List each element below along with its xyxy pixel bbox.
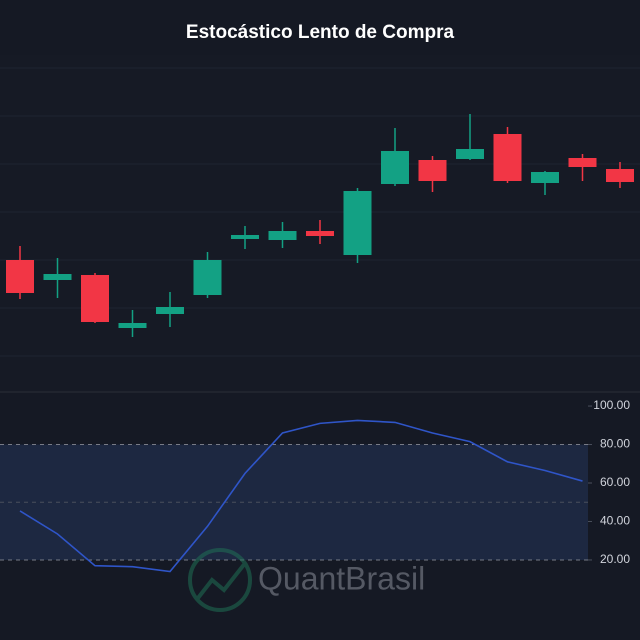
candle-body	[268, 231, 297, 240]
candle-body	[531, 172, 559, 183]
candle-body	[156, 307, 184, 314]
candle-body	[418, 160, 447, 181]
candle-body	[231, 235, 259, 239]
y-tick-label: 20.00	[600, 552, 630, 566]
y-tick-label: 60.00	[600, 475, 630, 489]
candle-body	[456, 149, 484, 159]
candle-body	[606, 169, 634, 182]
candle-body	[568, 158, 597, 167]
candle-body	[193, 260, 222, 295]
y-tick-label: 100.00	[593, 398, 630, 412]
candle-body	[306, 231, 334, 236]
y-tick-label: 80.00	[600, 437, 630, 451]
candle-body	[493, 134, 522, 181]
watermark-text: QuantBrasil	[258, 560, 425, 596]
chart-title: Estocástico Lento de Compra	[186, 22, 455, 43]
stochastic-line	[19, 419, 583, 573]
watermark-logo-arrow	[196, 560, 248, 600]
candle-body	[81, 275, 109, 322]
watermark-logo	[188, 548, 252, 612]
watermark: QuantBrasil	[188, 548, 425, 612]
candle-body	[43, 274, 72, 280]
y-tick-label: 40.00	[600, 514, 630, 528]
candle-body	[343, 191, 372, 255]
candle-body	[118, 323, 147, 328]
candle-body	[6, 260, 34, 293]
candle-body	[381, 151, 409, 184]
